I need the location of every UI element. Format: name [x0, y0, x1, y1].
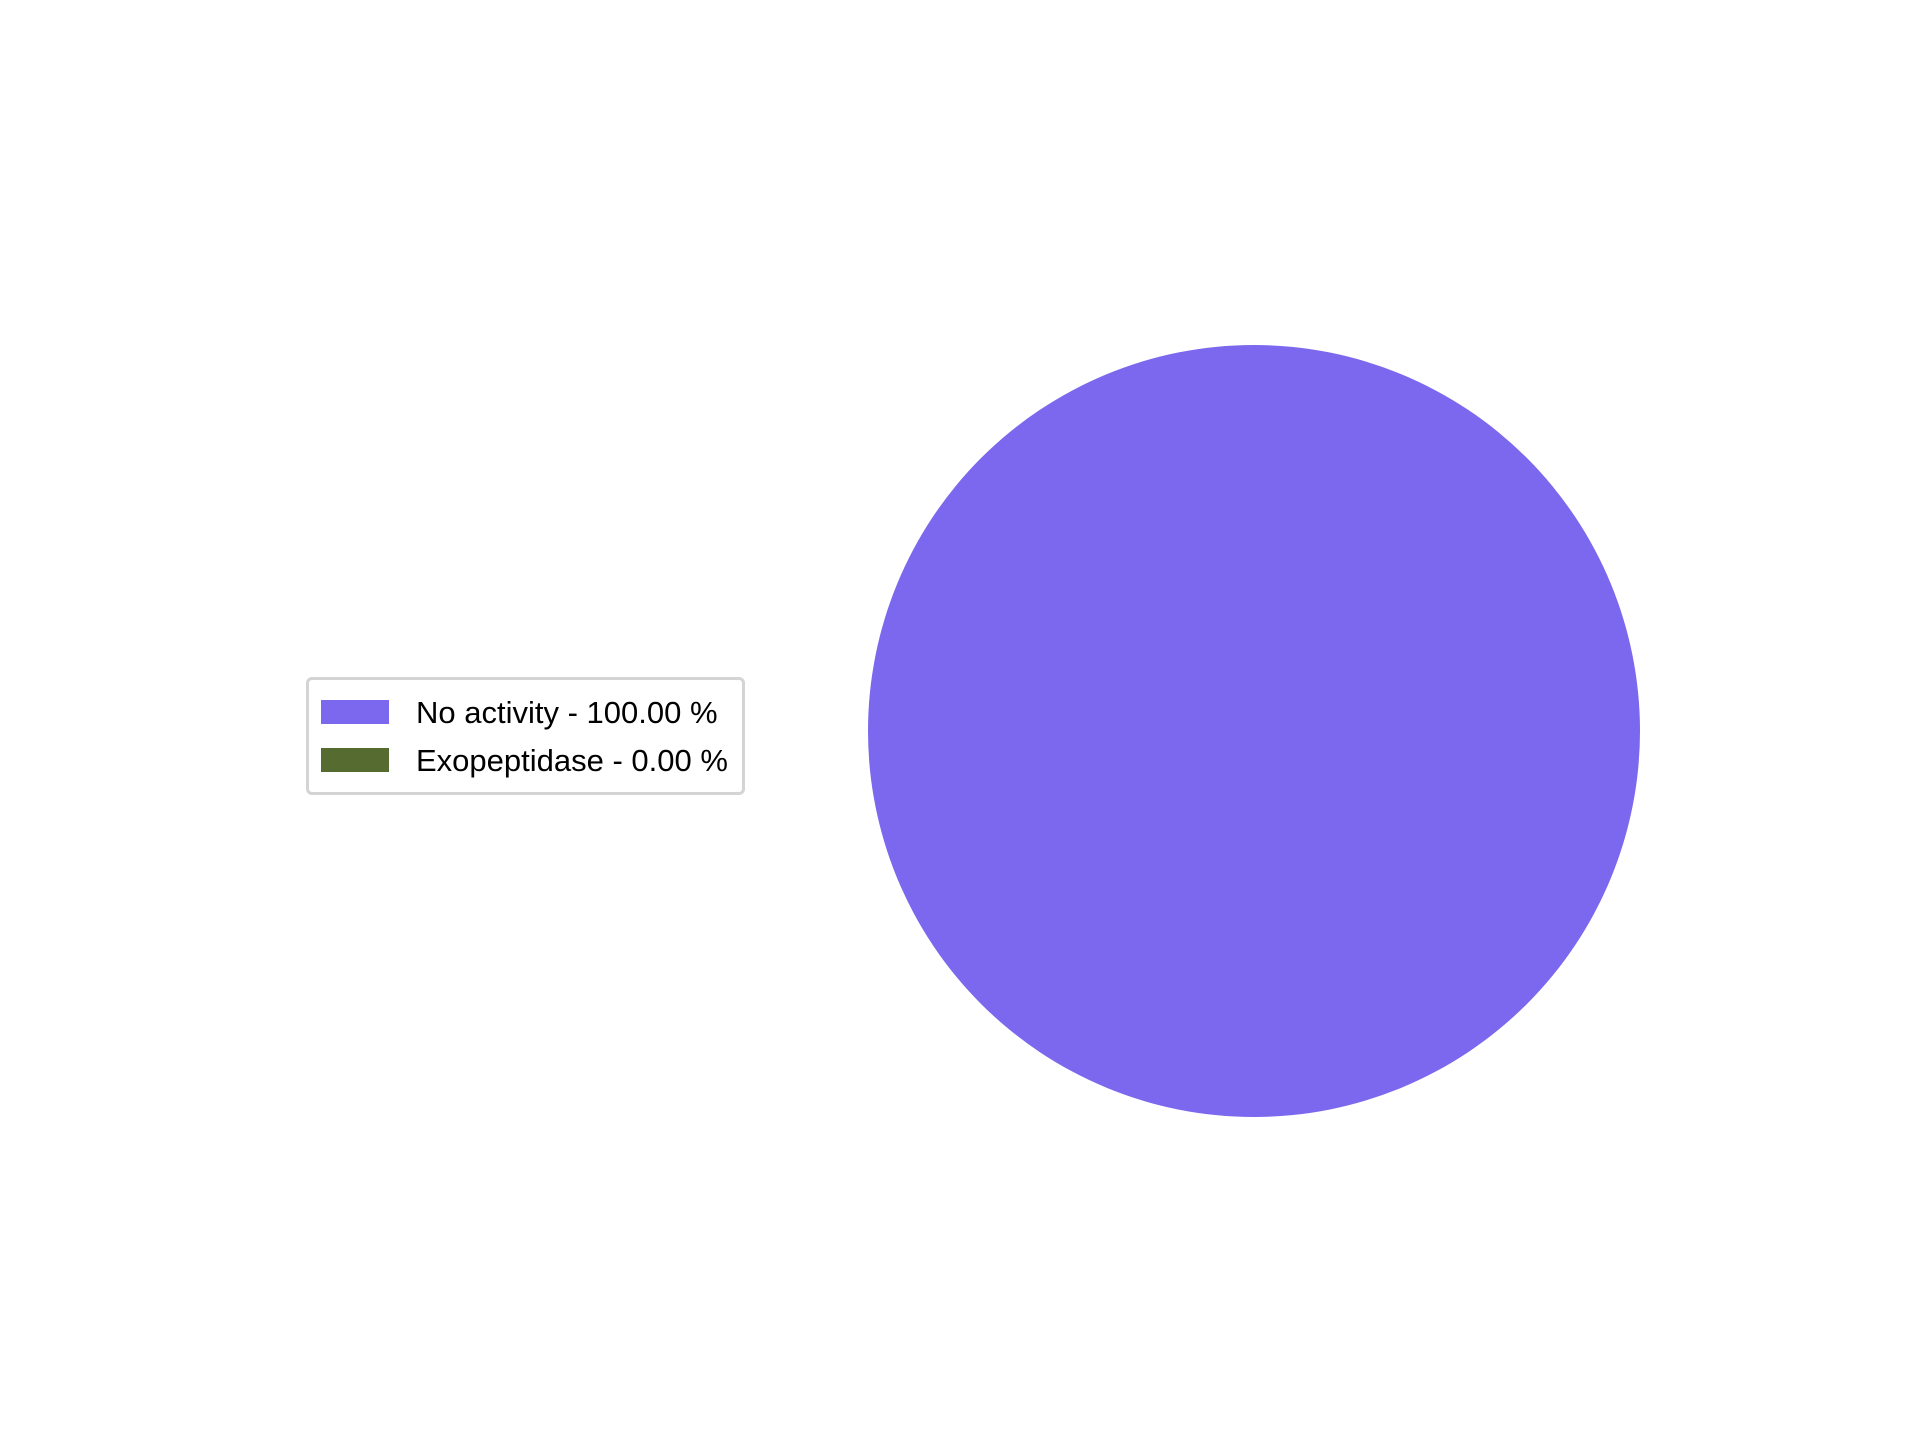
- legend-swatch-exopeptidase: [321, 748, 389, 772]
- pie-slice-no-activity: [868, 345, 1640, 1117]
- legend-label-exopeptidase: Exopeptidase - 0.00 %: [416, 742, 728, 778]
- legend: No activity - 100.00 % Exopeptidase - 0.…: [306, 677, 745, 795]
- legend-label-no-activity: No activity - 100.00 %: [416, 694, 718, 730]
- legend-entry-exopeptidase: Exopeptidase - 0.00 %: [321, 736, 728, 784]
- legend-swatch-no-activity: [321, 700, 389, 724]
- legend-entry-no-activity: No activity - 100.00 %: [321, 688, 728, 736]
